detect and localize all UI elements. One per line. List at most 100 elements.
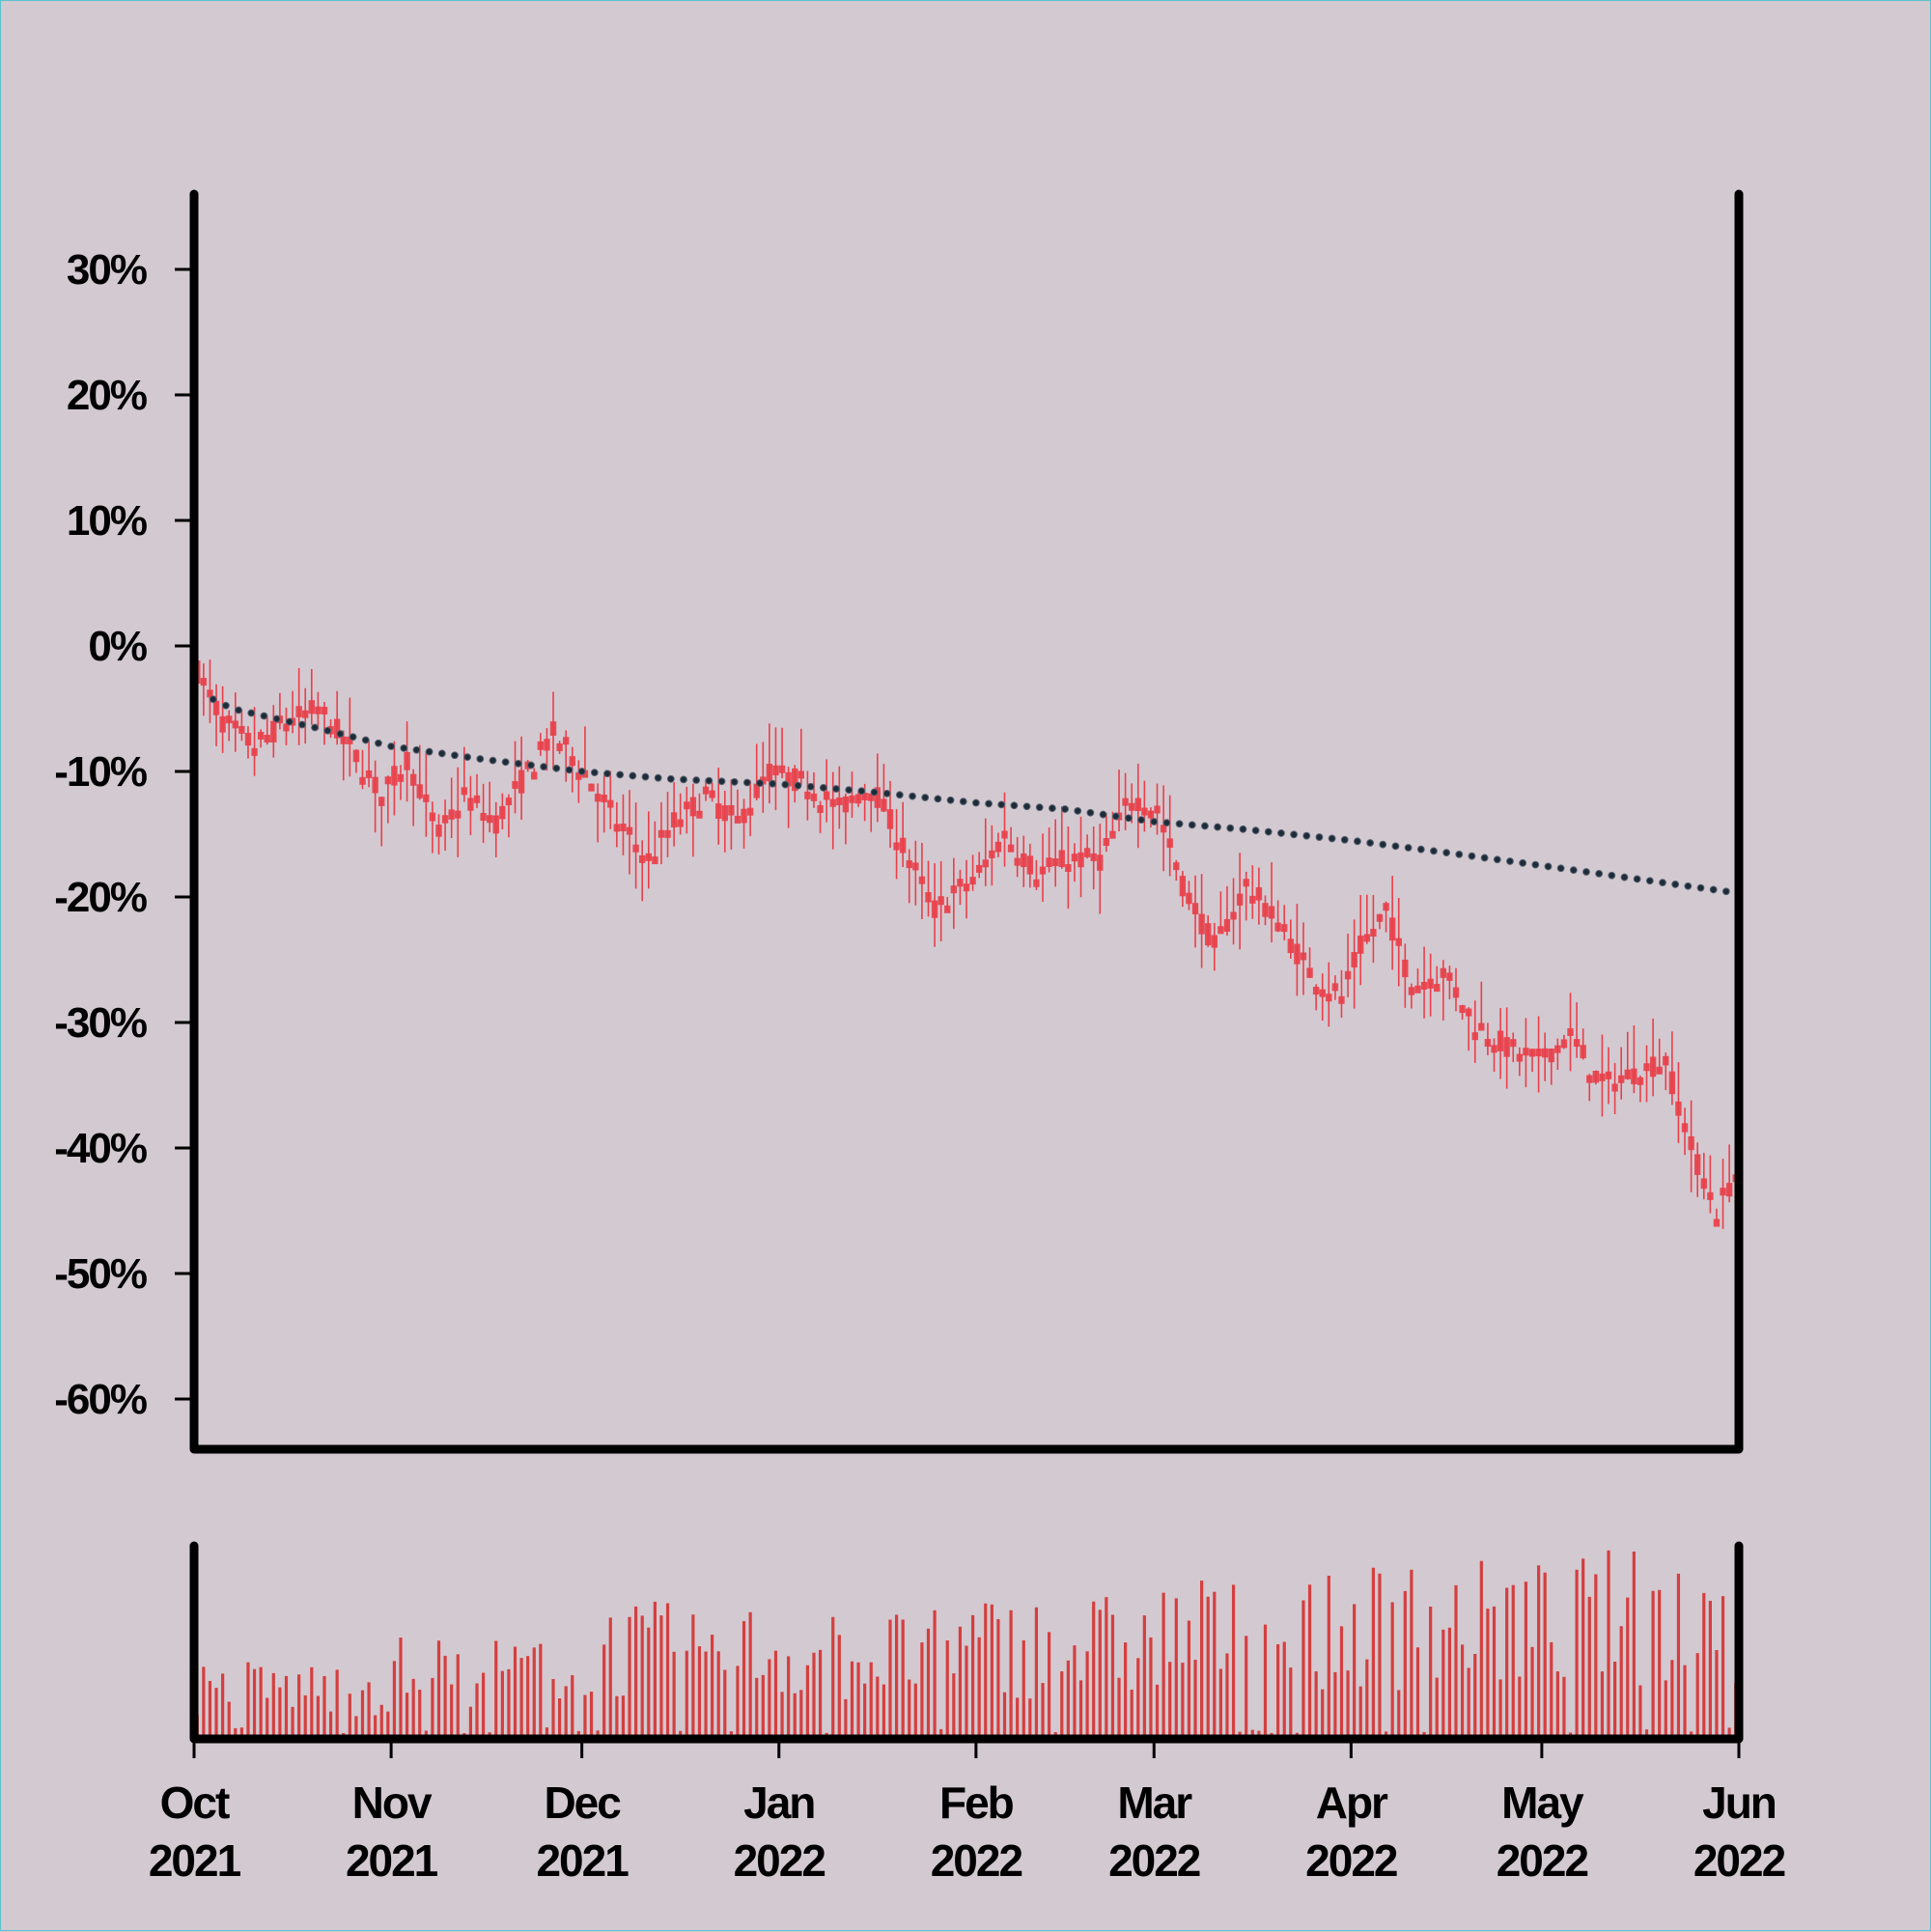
volume-bar	[958, 1626, 963, 1739]
candle-body	[1383, 903, 1389, 911]
volume-bar	[519, 1658, 523, 1739]
trend-point	[1315, 833, 1324, 841]
candle-body	[1300, 952, 1307, 961]
trend-point	[1302, 831, 1311, 840]
candle-body	[1109, 830, 1116, 839]
trend-point	[1696, 883, 1705, 892]
volume-bar	[1321, 1689, 1325, 1739]
trend-point	[654, 773, 662, 782]
volume-bar	[1073, 1645, 1077, 1739]
trend-point	[781, 780, 790, 789]
trend-point	[323, 726, 332, 735]
candle-body	[1427, 978, 1434, 989]
volume-bar	[386, 1711, 390, 1739]
x-tick-label-month: Dec	[544, 1778, 621, 1828]
candle-body	[321, 706, 328, 714]
trend-point	[1633, 875, 1641, 883]
trend-point	[1531, 860, 1540, 869]
volume-bar	[780, 1692, 784, 1739]
volume-bar	[913, 1683, 917, 1739]
candle-body	[829, 798, 836, 807]
volume-bar	[850, 1661, 854, 1739]
trend-point	[476, 755, 485, 763]
candle-body	[352, 749, 360, 763]
volume-bar	[278, 1687, 282, 1739]
x-tick-label-year: 2022	[931, 1835, 1022, 1886]
volume-bar	[977, 1637, 981, 1739]
volume-bar	[1600, 1671, 1605, 1739]
volume-bar	[405, 1693, 409, 1739]
candle-body	[1071, 854, 1078, 862]
trend-point	[845, 786, 854, 795]
candle-body	[588, 783, 595, 792]
trend-point	[375, 739, 382, 747]
trend-point	[1061, 805, 1069, 813]
trend-point	[1022, 802, 1031, 811]
candle-body	[461, 787, 468, 796]
trend-point	[1150, 818, 1159, 826]
x-tick-label-year: 2021	[149, 1835, 241, 1886]
volume-bar	[1142, 1615, 1146, 1739]
candle-body	[1528, 1049, 1536, 1057]
candle-body	[638, 854, 646, 863]
trend-point	[209, 695, 217, 704]
volume-bar	[1371, 1567, 1375, 1739]
candle-body	[1707, 1191, 1714, 1200]
candle-body	[1141, 807, 1148, 816]
candle-body	[1580, 1045, 1586, 1059]
candle-body	[315, 706, 322, 714]
trend-point	[819, 784, 827, 792]
volume-bar	[1149, 1637, 1153, 1739]
candle-body	[391, 766, 398, 786]
volume-bar	[773, 1650, 778, 1739]
volume-bar	[602, 1644, 606, 1739]
volume-bar	[1378, 1573, 1382, 1739]
volume-bar	[1263, 1624, 1268, 1739]
volume-bar	[1168, 1662, 1172, 1739]
candle-body	[384, 776, 392, 785]
volume-bar	[234, 1727, 238, 1739]
volume-bar	[558, 1698, 562, 1739]
candle-body	[1198, 913, 1205, 935]
candle-body	[302, 710, 309, 718]
candle-body	[1351, 952, 1357, 968]
volume-bar	[1594, 1574, 1598, 1739]
candle-body	[423, 794, 430, 802]
volume-bar	[468, 1706, 473, 1739]
trend-point	[692, 776, 701, 784]
trend-point	[794, 781, 802, 790]
trend-point	[1391, 842, 1400, 851]
trend-point	[387, 742, 396, 750]
y-tick-label: -40%	[54, 1125, 147, 1172]
volume-bar	[1021, 1639, 1025, 1739]
trend-point	[1201, 822, 1209, 830]
trend-point	[934, 795, 942, 803]
x-axis: Oct 2021 Nov 2021 Dec 2021 Jan 2022 Feb 2022 Mar 20…	[149, 1739, 1787, 1886]
volume-bar	[551, 1679, 555, 1739]
volume-bar	[1670, 1660, 1674, 1739]
trend-point	[832, 785, 840, 793]
volume-bar	[354, 1716, 358, 1739]
trend-point	[717, 777, 726, 786]
candle-body	[378, 797, 385, 806]
candle-body	[721, 805, 728, 822]
trend-point	[971, 798, 980, 807]
candle-body	[1656, 1066, 1663, 1075]
trend-point	[1175, 820, 1184, 828]
volume-bar	[1028, 1698, 1032, 1739]
volume-bar	[1397, 1690, 1401, 1739]
volume-bar	[328, 1711, 333, 1739]
volume-bar	[1276, 1644, 1280, 1739]
candle-body	[1223, 918, 1231, 933]
trend-point	[680, 775, 687, 784]
candle-body	[620, 824, 627, 832]
trend-point	[590, 769, 599, 777]
trend-point	[412, 745, 421, 754]
trend-point	[997, 800, 1006, 809]
volume-bar	[1327, 1576, 1330, 1739]
volume-bar	[545, 1727, 549, 1739]
volume-bar	[640, 1615, 644, 1739]
candle-body	[1007, 844, 1015, 853]
volume-bar	[939, 1728, 943, 1739]
volume-bar	[431, 1677, 434, 1739]
